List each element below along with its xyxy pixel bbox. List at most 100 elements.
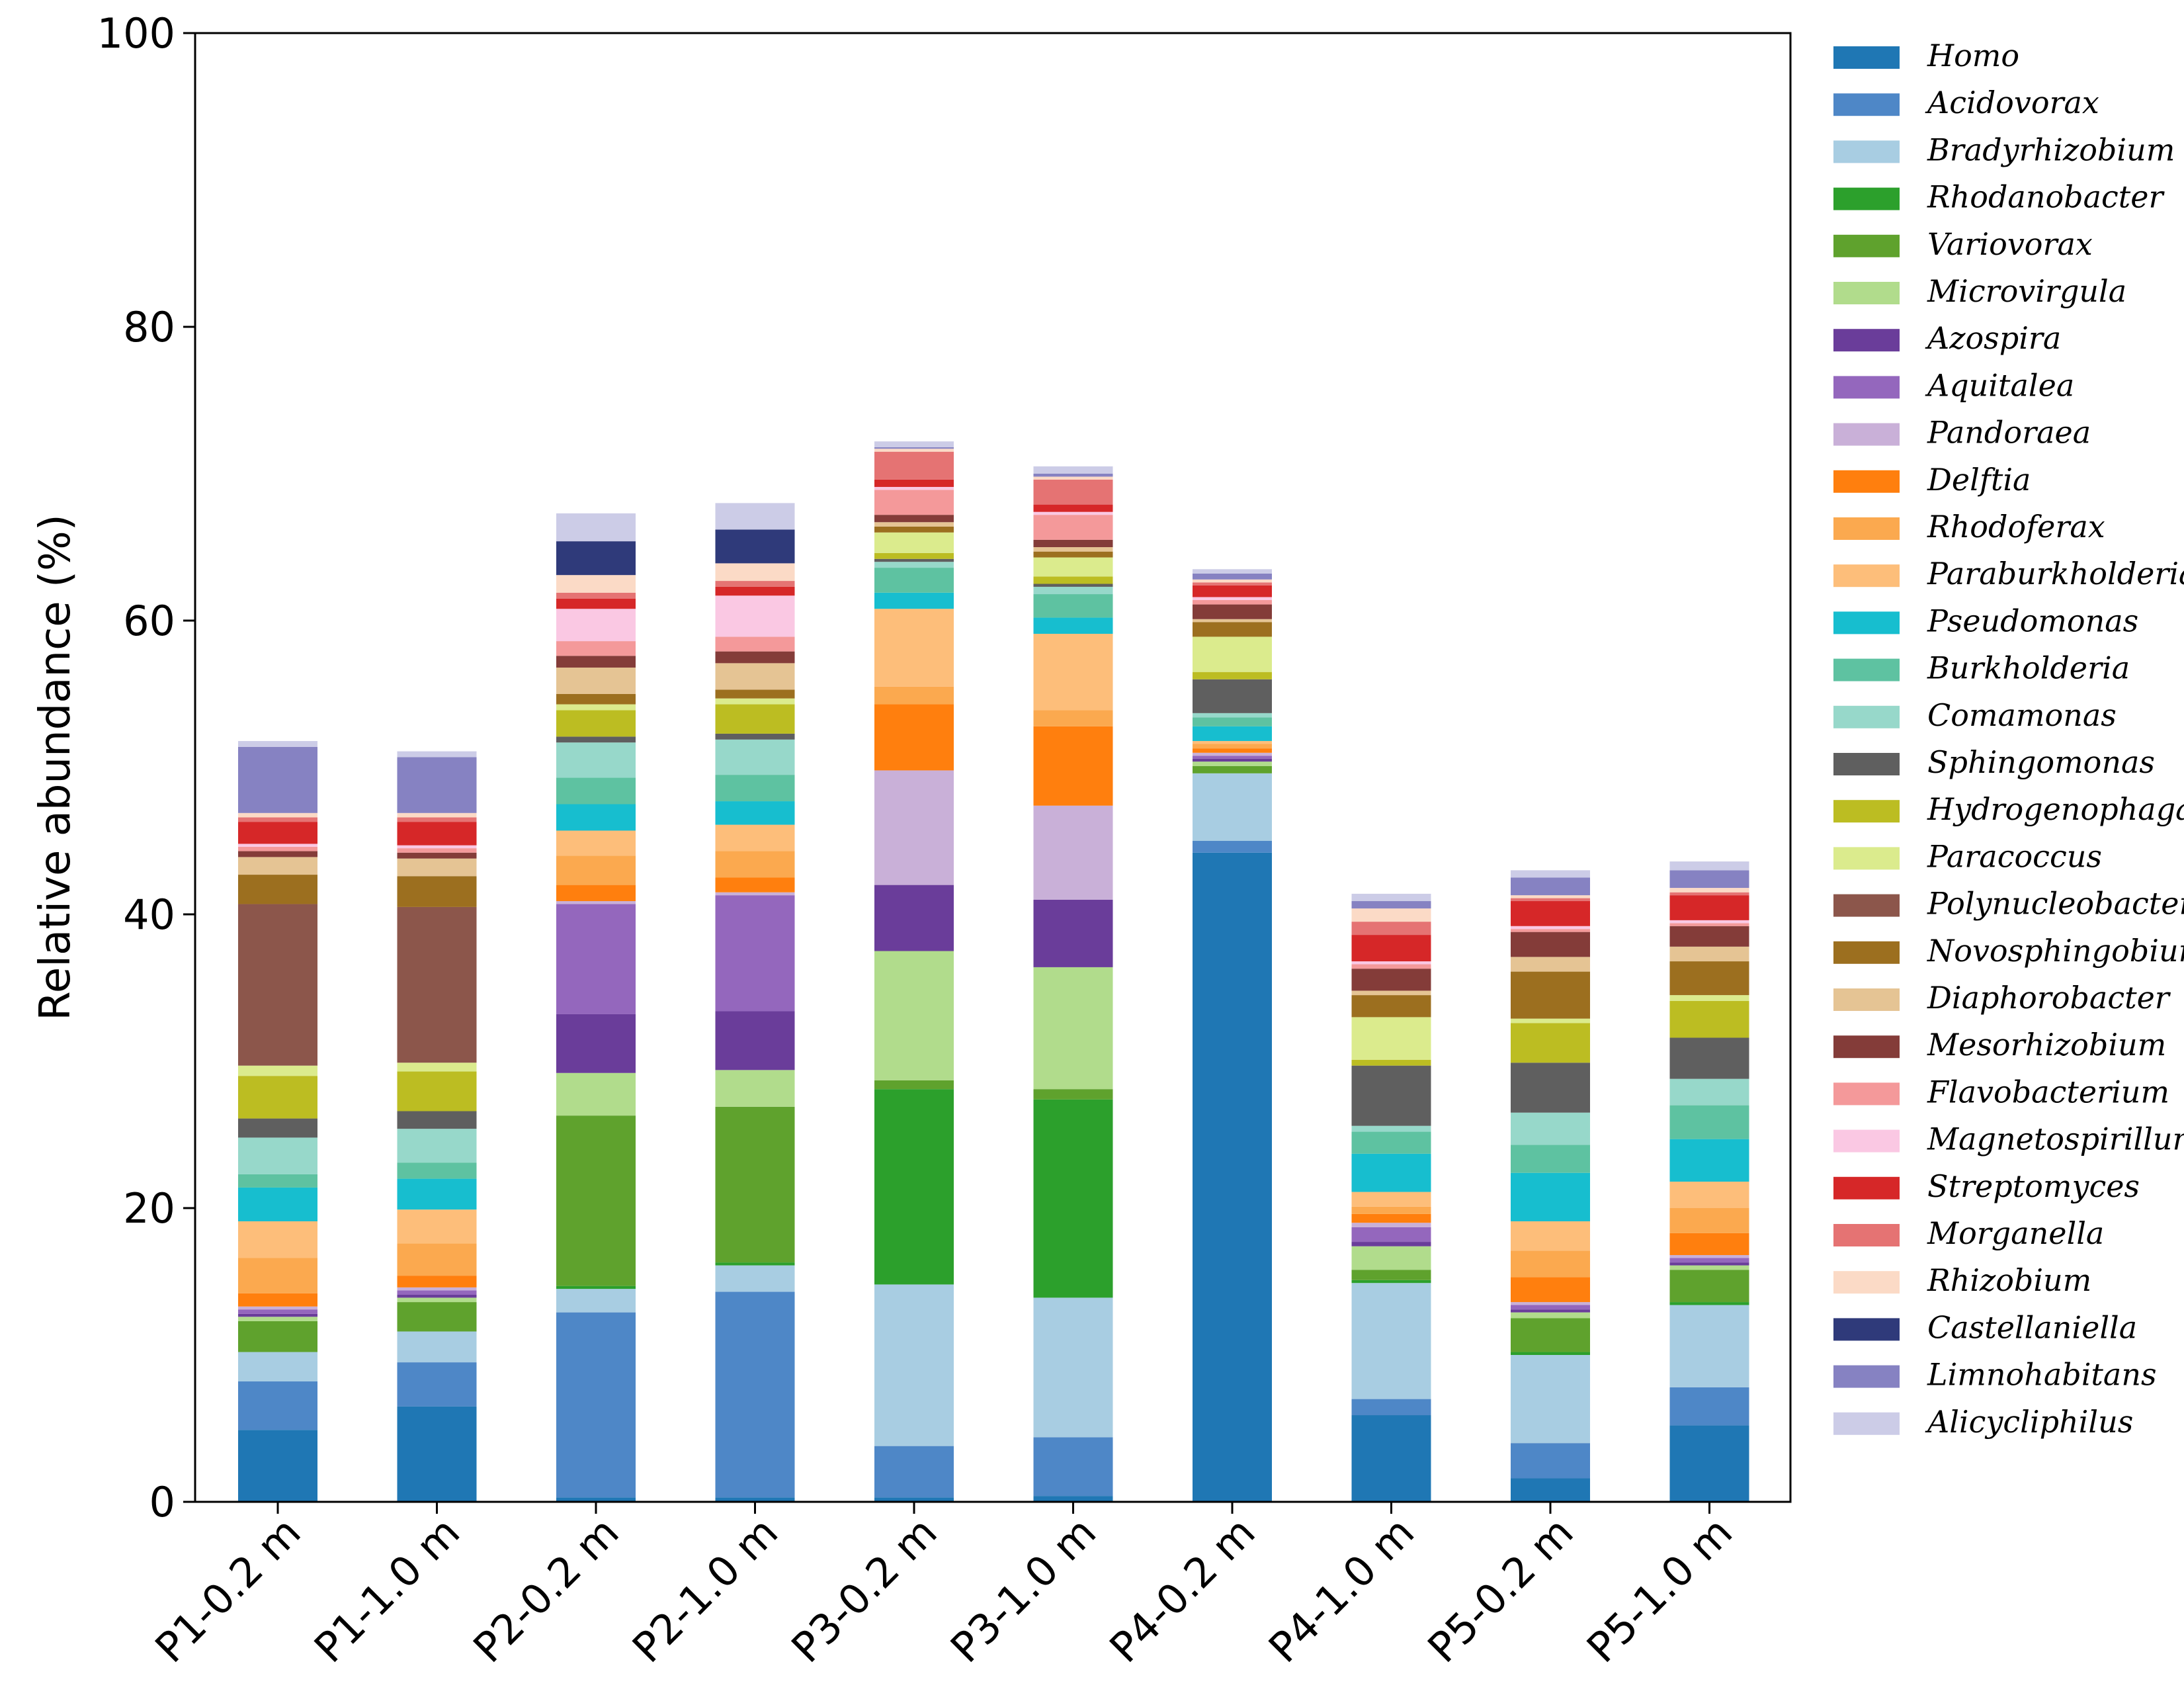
y-tick-label: 80 <box>123 303 175 351</box>
bar-segment-acidovorax <box>238 1381 317 1430</box>
bar-segment-pandoraea <box>1193 752 1272 756</box>
legend-swatch <box>1833 1224 1900 1246</box>
bar-segment-bradyrhizobium <box>1669 1305 1749 1387</box>
bar-segment-rhizobium <box>397 812 477 818</box>
bar-segment-flavobacterium <box>1669 923 1749 926</box>
bar-segment-alicycliphilus <box>238 741 317 747</box>
bar-segment-hydrogenophaga <box>1511 1023 1590 1063</box>
bar-segment-novosphingobium <box>715 689 795 699</box>
bar-segment-pandoraea <box>1351 1223 1431 1227</box>
bar-segment-azospira <box>397 1294 477 1298</box>
bar-segment-flavobacterium <box>1351 964 1431 969</box>
bar-segment-acidovorax <box>1193 841 1272 853</box>
y-tick-label: 40 <box>123 891 175 939</box>
bar-segment-burkholderia <box>1193 717 1272 726</box>
bar-segment-pandoraea <box>556 901 636 904</box>
bar-segment-paraburkholderia <box>556 830 636 856</box>
bar-segment-rhodoferax <box>1511 1250 1590 1278</box>
bar-segment-comamonas <box>715 739 795 775</box>
bar-segment-rhodanobacter <box>1511 1352 1590 1355</box>
bar-segment-mesorhizobium <box>1351 969 1431 991</box>
bar-segment-azospira <box>874 885 954 951</box>
legend-item-hydrogenophaga: Hydrogenophaga <box>1833 791 2184 827</box>
legend-swatch <box>1833 988 1900 1011</box>
legend-label: Paracoccus <box>1927 838 2102 874</box>
bar-segment-bradyrhizobium <box>1511 1355 1590 1444</box>
bar-segment-delftia <box>556 885 636 902</box>
bar-segment-sphingomonas <box>556 736 636 743</box>
legend-label: Mesorhizobium <box>1927 1027 2166 1063</box>
bar-segment-comamonas <box>1669 1078 1749 1106</box>
bar-segment-bradyrhizobium <box>556 1289 636 1313</box>
y-tick-label: 100 <box>97 9 175 58</box>
bar-segment-bradyrhizobium <box>715 1265 795 1292</box>
bar-segment-acidovorax <box>397 1362 477 1407</box>
legend-item-bradyrhizobium: Bradyrhizobium <box>1833 132 2175 167</box>
x-tick-label: P2-1.0 m <box>623 1508 787 1672</box>
legend-swatch <box>1833 705 1900 728</box>
bar-stack-p1-1-0-m <box>397 751 477 1502</box>
bar-segment-paraburkholderia <box>1193 741 1272 744</box>
bar-segment-novosphingobium <box>238 875 317 904</box>
legend-item-burkholderia: Burkholderia <box>1833 650 2130 686</box>
bar-stack-p2-1-0-m <box>715 503 795 1502</box>
bar-segment-bradyrhizobium <box>874 1284 954 1446</box>
legend-item-novosphingobium: Novosphingobium <box>1833 933 2184 969</box>
bar-segment-hydrogenophaga <box>1669 1000 1749 1038</box>
bar-segment-microvirgula <box>1511 1312 1590 1319</box>
bar-segment-paracoccus <box>715 698 795 705</box>
legend-item-rhodoferax: Rhodoferax <box>1833 509 2105 545</box>
legend-item-limnohabitans: Limnohabitans <box>1833 1357 2157 1393</box>
bar-segment-comamonas <box>556 742 636 778</box>
bar-segment-pseudomonas <box>556 804 636 831</box>
bar-segment-diaphorobacter <box>1511 957 1590 972</box>
bar-segment-streptomyces <box>1669 895 1749 920</box>
bar-segment-paraburkholderia <box>397 1209 477 1244</box>
bar-segment-diaphorobacter <box>397 858 477 877</box>
bar-segment-novosphingobium <box>1193 622 1272 637</box>
bar-segment-paraburkholderia <box>715 824 795 851</box>
bar-segment-streptomyces <box>1193 585 1272 597</box>
bar-segment-morganella <box>874 451 954 480</box>
bar-segment-castellaniella <box>715 529 795 564</box>
bar-segment-burkholderia <box>556 777 636 805</box>
legend-swatch <box>1833 1176 1900 1199</box>
bar-segment-pandoraea <box>397 1287 477 1291</box>
bar-segment-pseudomonas <box>1511 1172 1590 1221</box>
bar-segment-flavobacterium <box>556 641 636 656</box>
legend-label: Pandoraea <box>1927 415 2091 451</box>
bar-segment-comamonas <box>1511 1112 1590 1145</box>
bar-stack-p5-0-2-m <box>1511 870 1590 1502</box>
bar-segment-comamonas <box>1193 713 1272 718</box>
bar-segment-comamonas <box>397 1129 477 1163</box>
bar-stack-p4-0-2-m <box>1193 569 1272 1502</box>
bar-segment-flavobacterium <box>397 848 477 853</box>
bar-segment-rhodanobacter <box>1351 1280 1431 1284</box>
bar-segment-delftia <box>1669 1233 1749 1256</box>
bar-segment-homo <box>556 1497 636 1502</box>
bar-segment-comamonas <box>1033 586 1113 595</box>
bar-segment-delftia <box>715 877 795 893</box>
bar-segment-magnetospirillum <box>238 844 317 847</box>
legend-label: Microvirgula <box>1927 273 2126 309</box>
bar-segment-diaphorobacter <box>1351 990 1431 996</box>
legend-label: Magnetospirillum <box>1927 1121 2184 1157</box>
bar-segment-rhizobium <box>874 449 954 452</box>
bar-segment-alicycliphilus <box>556 513 636 542</box>
bar-segment-acidovorax <box>1033 1437 1113 1497</box>
bar-segment-pandoraea <box>874 770 954 885</box>
bar-segment-azospira <box>1669 1262 1749 1266</box>
bar-segment-variovorax <box>397 1302 477 1332</box>
x-tick-label: P1-0.2 m <box>146 1508 310 1672</box>
bar-segment-pseudomonas <box>1351 1153 1431 1192</box>
bar-segment-aquitalea <box>556 904 636 1014</box>
legend-label: Diaphorobacter <box>1927 980 2171 1016</box>
bar-segment-rhodoferax <box>1669 1208 1749 1233</box>
legend-item-flavobacterium: Flavobacterium <box>1833 1074 2169 1110</box>
legend-item-acidovorax: Acidovorax <box>1833 85 2099 120</box>
legend-swatch <box>1833 470 1900 493</box>
legend-item-comamonas: Comamonas <box>1833 697 2117 733</box>
bar-segment-flavobacterium <box>1193 599 1272 605</box>
bar-segment-pseudomonas <box>238 1187 317 1221</box>
bar-segment-pseudomonas <box>1193 726 1272 742</box>
